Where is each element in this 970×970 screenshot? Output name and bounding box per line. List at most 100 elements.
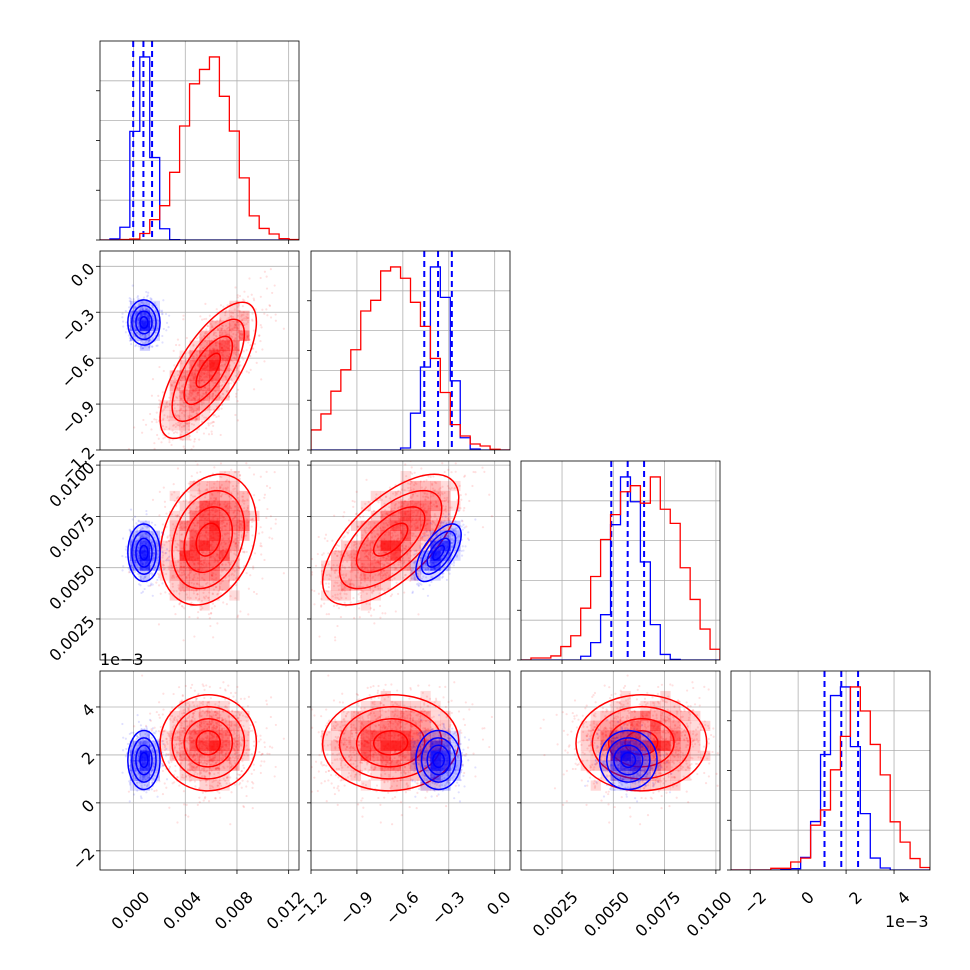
sample-point (158, 365, 161, 369)
sample-point (410, 481, 413, 484)
sample-point (199, 397, 202, 400)
sample-point (181, 438, 184, 441)
sample-point (220, 333, 223, 336)
sample-point (135, 522, 138, 525)
sample-point (362, 574, 366, 577)
sample-point (334, 593, 337, 597)
sample-point (138, 529, 142, 532)
sample-point (207, 424, 210, 427)
sample-point (259, 276, 262, 280)
sample-point (236, 512, 239, 515)
sample-point (195, 337, 199, 340)
sample-point (265, 516, 268, 520)
sample-point (320, 605, 323, 608)
sample-point (450, 471, 453, 474)
sample-point (263, 270, 267, 273)
sample-point (166, 535, 169, 538)
sample-point (424, 547, 427, 550)
sample-point (181, 547, 184, 550)
density-cell (229, 510, 240, 521)
sample-point (327, 613, 331, 616)
sample-point (317, 535, 320, 539)
sample-point (357, 593, 360, 596)
sample-point (212, 392, 215, 395)
sample-point (185, 422, 188, 425)
sample-point (238, 558, 241, 561)
sample-point (381, 562, 384, 565)
sample-point (217, 327, 220, 330)
sample-point (448, 506, 452, 509)
sample-point (154, 565, 157, 568)
sample-point (170, 564, 173, 567)
sample-point (152, 326, 155, 329)
sample-point (236, 327, 239, 330)
sample-point (137, 526, 140, 529)
sample-point (229, 328, 232, 331)
sample-point (233, 351, 236, 354)
sample-point (187, 414, 190, 418)
sample-point (203, 334, 206, 337)
sample-point (229, 328, 232, 332)
density-cell (169, 540, 180, 551)
sample-point (226, 361, 229, 364)
sample-point (354, 513, 358, 516)
sample-point (173, 539, 177, 542)
sample-point (129, 540, 132, 543)
sample-point (196, 354, 199, 357)
sample-point (148, 338, 152, 341)
sample-point (445, 498, 448, 501)
sample-point (246, 498, 249, 501)
sample-point (174, 343, 178, 347)
sample-point (444, 507, 447, 511)
sample-point (233, 324, 236, 327)
density-cell (209, 400, 220, 411)
sample-point (409, 496, 412, 500)
sample-point (374, 535, 377, 539)
sample-point (152, 554, 155, 557)
sample-point (187, 395, 190, 398)
sample-point (157, 394, 160, 398)
density-cell (199, 500, 210, 512)
sample-point (350, 563, 353, 567)
sample-point (236, 400, 239, 403)
sample-point (453, 550, 456, 553)
sample-point (134, 561, 137, 564)
sample-point (322, 565, 325, 568)
sample-point (141, 590, 145, 593)
sample-point (343, 535, 346, 538)
sample-point (136, 546, 139, 549)
sample-point (333, 514, 336, 517)
sample-point (232, 350, 235, 353)
sample-point (289, 573, 291, 575)
sample-point (224, 365, 227, 368)
sample-point (232, 352, 235, 355)
sample-point (268, 486, 272, 489)
sample-point (183, 376, 187, 379)
sample-point (343, 586, 346, 589)
sample-point (187, 380, 190, 383)
sample-point (237, 335, 240, 338)
sample-point (141, 533, 144, 536)
sample-point (409, 495, 412, 498)
sample-point (154, 523, 157, 527)
sample-point (199, 470, 202, 474)
sample-point (461, 520, 464, 523)
sample-point (135, 311, 138, 314)
sample-point (214, 586, 218, 589)
sample-point (342, 536, 345, 539)
sample-point (201, 607, 204, 610)
sample-point (225, 337, 228, 341)
sample-point (128, 529, 131, 532)
sample-point (137, 316, 141, 319)
contour-series-0 (139, 544, 149, 561)
sample-point (372, 529, 375, 533)
sample-point (242, 358, 245, 361)
density-cell (209, 550, 220, 561)
sample-point (184, 543, 188, 546)
sample-point (425, 495, 428, 498)
sample-point (233, 356, 236, 359)
sample-point (351, 570, 354, 573)
sample-point (237, 331, 240, 334)
sample-point (210, 612, 213, 615)
sample-point (183, 424, 187, 427)
